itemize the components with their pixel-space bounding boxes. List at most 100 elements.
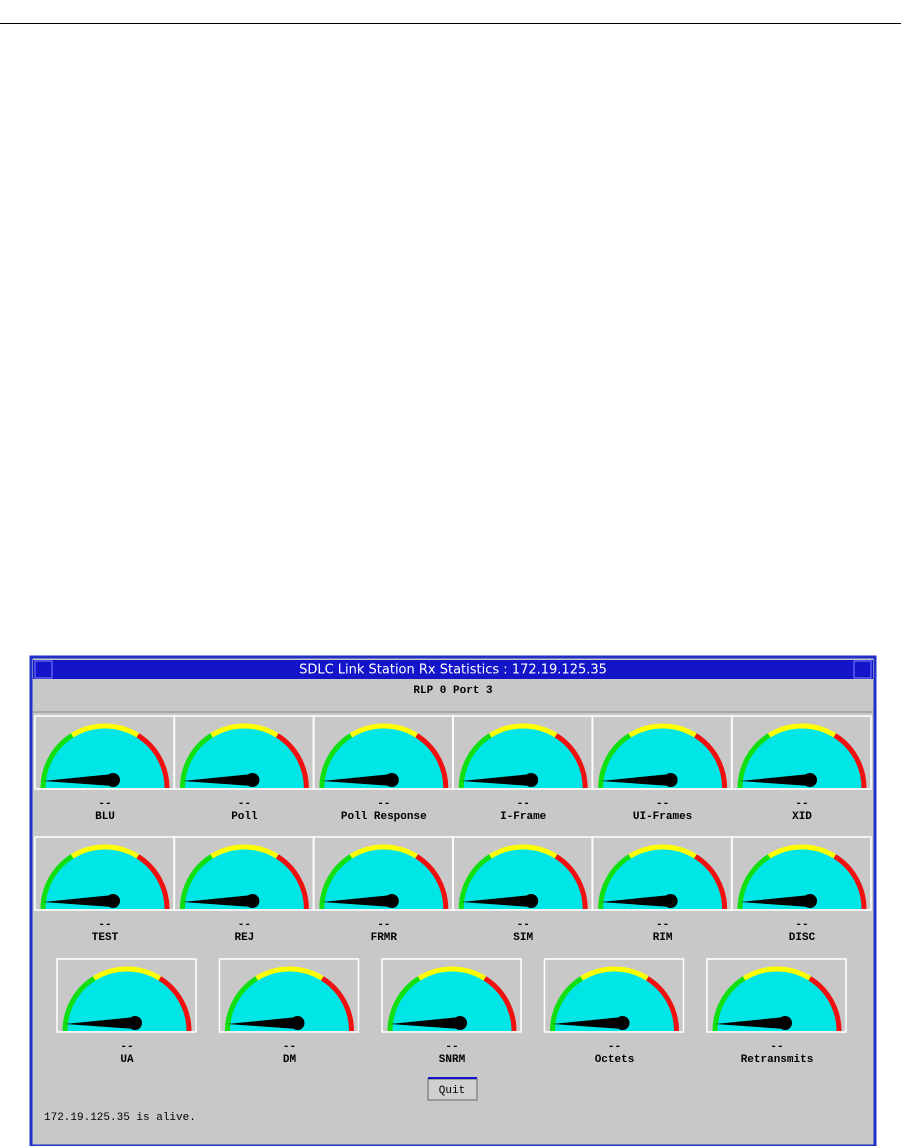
gauge-dial: [459, 724, 588, 788]
gauge-band-yellow: [92, 966, 162, 981]
gauge-value: --: [120, 1041, 133, 1053]
gauge-value: --: [98, 798, 111, 810]
gauge-band-yellow: [349, 723, 418, 738]
gauge-needle: [43, 895, 113, 907]
gauge-value: --: [283, 1041, 296, 1053]
gauge-needle: [461, 895, 532, 907]
gauge-band-yellow: [255, 966, 324, 981]
subtitle: RLP 0 Port 3: [413, 685, 493, 697]
gauge-hub: [803, 894, 817, 908]
gauge-dial: [63, 967, 191, 1031]
gauge-needle: [43, 774, 113, 786]
gauge-dial: [550, 967, 679, 1031]
gauge-needle: [182, 774, 253, 786]
gauge-value: --: [517, 919, 530, 931]
gauge-band-red: [645, 976, 679, 1032]
gauge-label: Octets: [595, 1054, 635, 1066]
gauge-band-green: [179, 733, 213, 789]
gauge-band-yellow: [628, 723, 697, 738]
gauge-band-yellow: [210, 844, 279, 859]
gauge-dial: [738, 724, 866, 788]
gauge-band-green: [598, 733, 632, 789]
gauge-band-yellow: [70, 723, 140, 738]
gauge-band-green: [458, 854, 492, 910]
gauge-band-yellow: [210, 723, 279, 738]
gauge-needle: [321, 774, 392, 786]
status-text: 172.19.125.35 is alive.: [44, 1112, 196, 1124]
gauge-band-yellow: [417, 966, 487, 981]
gauge-dial: [459, 845, 588, 909]
gauge-band-red: [808, 976, 842, 1032]
gauge-label: UA: [120, 1054, 134, 1066]
gauge-dial: [713, 967, 841, 1031]
gauge-value: --: [238, 919, 251, 931]
gauge-value: --: [377, 798, 390, 810]
gauge-label: SIM: [513, 932, 533, 944]
title-bar: [33, 660, 873, 679]
gauge-band-green: [62, 976, 96, 1032]
gauge-band-yellow: [489, 844, 558, 859]
gauge-hub: [453, 1016, 467, 1030]
gauge-value: --: [377, 919, 390, 931]
gauge-hub: [245, 894, 260, 908]
gauge-label: TEST: [92, 932, 119, 944]
gauge-band-yellow: [742, 966, 812, 981]
gauge-hub: [663, 773, 678, 787]
gauge-band-green: [225, 976, 259, 1032]
gauge-band-yellow: [70, 844, 140, 859]
gauge-label: SNRM: [439, 1054, 466, 1066]
gauge-band-yellow: [767, 723, 837, 738]
gauge-needle: [740, 774, 810, 786]
gauge-dial: [180, 724, 309, 788]
window-maximize[interactable]: [853, 660, 872, 679]
gauge-value: --: [656, 798, 669, 810]
gauge-band-green: [40, 854, 74, 910]
gauge-band-red: [275, 733, 309, 789]
gauge-dial: [738, 845, 866, 909]
gauge-needle: [740, 895, 810, 907]
gauge-hub: [245, 773, 260, 787]
gauge-band-yellow: [628, 844, 697, 859]
gauge-label: BLU: [95, 811, 115, 823]
window-menu[interactable]: [34, 660, 53, 679]
gauge-band-yellow: [489, 723, 558, 738]
gauge-needle: [600, 895, 671, 907]
gauge-dial: [598, 845, 727, 909]
gauge-hub: [524, 773, 539, 787]
gauge-label: DM: [283, 1054, 297, 1066]
gauge-band-red: [554, 854, 588, 910]
gauge-hub: [384, 894, 399, 908]
gauge-band-red: [833, 733, 867, 789]
gauge-dial: [598, 724, 727, 788]
gauge-band-green: [319, 854, 353, 910]
quit-label: Quit: [439, 1085, 465, 1097]
gauge-band-yellow: [580, 966, 649, 981]
gauge-label: Retransmits: [741, 1054, 814, 1066]
gauge-value: --: [656, 919, 669, 931]
gauge-band-red: [694, 733, 728, 789]
gauge-band-green: [319, 733, 353, 789]
gauge-band-green: [387, 976, 421, 1032]
gauge-hub: [128, 1016, 142, 1030]
gauge-value: --: [98, 919, 111, 931]
gauge-label: Poll: [231, 811, 258, 823]
gauge-hub: [106, 894, 120, 908]
gauge-band-red: [694, 854, 728, 910]
gauge-hub: [524, 894, 539, 908]
gauge-band-red: [320, 976, 354, 1032]
gauge-needle: [227, 1017, 298, 1029]
gauge-value: --: [795, 798, 808, 810]
gauge-label: DISC: [789, 932, 816, 944]
gauge-dial: [319, 845, 448, 909]
gauge-value: --: [795, 919, 808, 931]
gauge-dial: [41, 845, 169, 909]
gauge-needle: [390, 1017, 460, 1029]
gauge-needle: [321, 895, 392, 907]
gauge-needle: [715, 1017, 785, 1029]
gauge-band-red: [833, 854, 867, 910]
gauge-band-green: [40, 733, 74, 789]
gauge-dial: [41, 724, 169, 788]
gauge-value: --: [770, 1041, 783, 1053]
gauge-label: I-Frame: [500, 811, 547, 823]
